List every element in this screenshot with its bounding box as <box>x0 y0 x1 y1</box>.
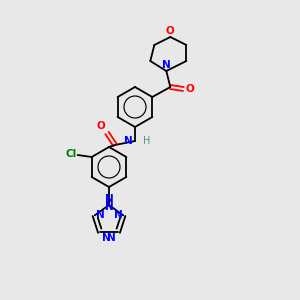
Text: O: O <box>185 84 194 94</box>
Text: N: N <box>113 210 122 220</box>
Text: H: H <box>143 136 150 146</box>
Text: N: N <box>124 136 133 146</box>
Text: N: N <box>96 210 104 220</box>
Text: O: O <box>96 121 105 131</box>
Text: Cl: Cl <box>65 149 77 159</box>
Text: N: N <box>105 194 113 204</box>
Text: O: O <box>166 26 175 36</box>
Text: N: N <box>162 60 171 70</box>
Text: N: N <box>105 202 113 212</box>
Text: N: N <box>102 233 111 243</box>
Text: N: N <box>107 233 116 243</box>
